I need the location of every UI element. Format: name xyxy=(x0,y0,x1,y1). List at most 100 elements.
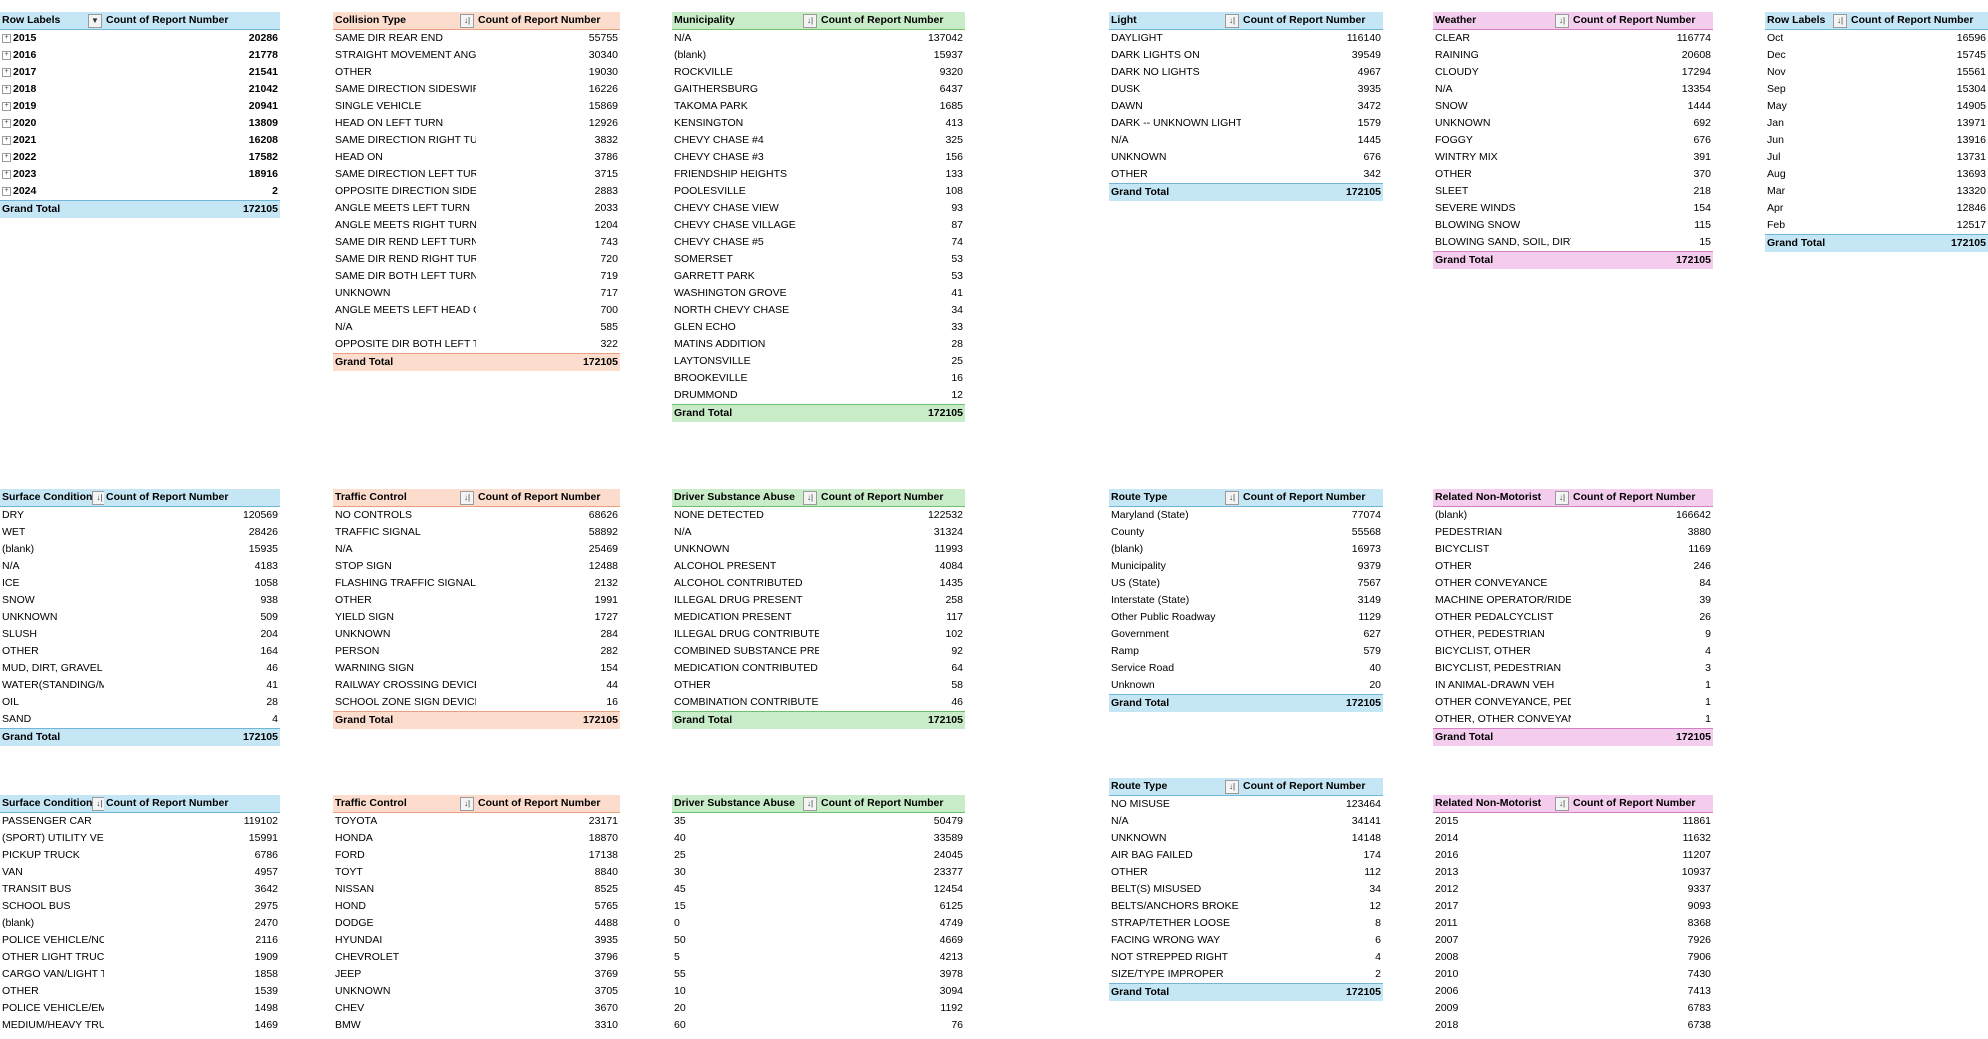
table-row[interactable]: N/A 31324 xyxy=(672,524,965,541)
table-row[interactable]: SAME DIR REAR END 55755 xyxy=(333,30,620,47)
row-labels-header[interactable]: Row Labels ↓| xyxy=(1765,12,1849,29)
expand-plus-icon[interactable]: + xyxy=(2,33,11,43)
table-row[interactable]: BELT(S) MISUSED 34 xyxy=(1109,881,1383,898)
table-row[interactable]: STRAIGHT MOVEMENT ANGLE 30340 xyxy=(333,47,620,64)
table-row[interactable]: SOMERSET 53 xyxy=(672,251,965,268)
table-row[interactable]: OTHER 112 xyxy=(1109,864,1383,881)
table-row[interactable]: Jan 13971 xyxy=(1765,115,1988,132)
row-labels-header[interactable]: Surface Condition ↓| xyxy=(0,489,104,506)
filter-dropdown-icon[interactable]: ↓| xyxy=(803,490,817,505)
table-row[interactable]: Government 627 xyxy=(1109,626,1383,643)
table-row[interactable]: 15 6125 xyxy=(672,898,965,915)
table-row[interactable]: SLUSH 204 xyxy=(0,626,280,643)
table-row[interactable]: NOT STREPPED RIGHT 4 xyxy=(1109,949,1383,966)
table-row[interactable]: BICYCLIST, PEDESTRIAN 3 xyxy=(1433,660,1713,677)
table-row[interactable]: ANGLE MEETS LEFT HEAD ON 700 xyxy=(333,302,620,319)
table-row[interactable]: ICE 1058 xyxy=(0,575,280,592)
table-row[interactable]: OTHER PEDALCYCLIST 26 xyxy=(1433,609,1713,626)
table-row[interactable]: LAYTONSVILLE 25 xyxy=(672,353,965,370)
table-row[interactable]: 30 23377 xyxy=(672,864,965,881)
table-row[interactable]: 25 24045 xyxy=(672,847,965,864)
table-row[interactable]: FLASHING TRAFFIC SIGNAL 2132 xyxy=(333,575,620,592)
filter-dropdown-icon[interactable]: ↓| xyxy=(1555,13,1569,28)
table-row[interactable]: SAME DIR REND LEFT TURN 743 xyxy=(333,234,620,251)
table-row[interactable]: SAND 4 xyxy=(0,711,280,728)
table-row[interactable]: GARRETT PARK 53 xyxy=(672,268,965,285)
table-row[interactable]: BMW 3310 xyxy=(333,1017,620,1034)
table-row[interactable]: HONDA 18870 xyxy=(333,830,620,847)
table-row[interactable]: +2017 21541 xyxy=(0,64,280,81)
table-row[interactable]: UNKNOWN 3705 xyxy=(333,983,620,1000)
table-row[interactable]: COMBINED SUBSTANCE PRESENT 92 xyxy=(672,643,965,660)
table-row[interactable]: CLEAR 116774 xyxy=(1433,30,1713,47)
table-row[interactable]: Unknown 20 xyxy=(1109,677,1383,694)
filter-dropdown-icon[interactable]: ↓| xyxy=(1833,13,1847,28)
table-row[interactable]: SIZE/TYPE IMPROPER 2 xyxy=(1109,966,1383,983)
table-row[interactable]: DAYLIGHT 116140 xyxy=(1109,30,1383,47)
table-row[interactable]: May 14905 xyxy=(1765,98,1988,115)
expand-plus-icon[interactable]: + xyxy=(2,186,11,196)
table-row[interactable]: Municipality 9379 xyxy=(1109,558,1383,575)
table-row[interactable]: MEDICATION CONTRIBUTED 64 xyxy=(672,660,965,677)
table-row[interactable]: OPPOSITE DIR BOTH LEFT TURN 322 xyxy=(333,336,620,353)
table-row[interactable]: N/A 34141 xyxy=(1109,813,1383,830)
expand-plus-icon[interactable]: + xyxy=(2,101,11,111)
table-row[interactable]: POOLESVILLE 108 xyxy=(672,183,965,200)
filter-dropdown-icon[interactable]: ↓| xyxy=(1555,796,1569,811)
filter-dropdown-icon[interactable]: ↓| xyxy=(460,796,474,811)
table-row[interactable]: SEVERE WINDS 154 xyxy=(1433,200,1713,217)
table-row[interactable]: Interstate (State) 3149 xyxy=(1109,592,1383,609)
table-row[interactable]: +2024 2 xyxy=(0,183,280,200)
table-row[interactable]: Mar 13320 xyxy=(1765,183,1988,200)
table-row[interactable]: OIL 28 xyxy=(0,694,280,711)
table-row[interactable]: WARNING SIGN 154 xyxy=(333,660,620,677)
table-row[interactable]: KENSINGTON 413 xyxy=(672,115,965,132)
table-row[interactable]: 2011 8368 xyxy=(1433,915,1713,932)
filter-dropdown-icon[interactable]: ↓| xyxy=(803,13,817,28)
table-row[interactable]: Jul 13731 xyxy=(1765,149,1988,166)
row-labels-header[interactable]: Related Non-Motorist ↓| xyxy=(1433,489,1571,506)
table-row[interactable]: Jun 13916 xyxy=(1765,132,1988,149)
table-row[interactable]: 2010 7430 xyxy=(1433,966,1713,983)
table-row[interactable]: 55 3978 xyxy=(672,966,965,983)
table-row[interactable]: OTHER, OTHER CONVEYANCE 1 xyxy=(1433,711,1713,728)
table-row[interactable]: N/A 13354 xyxy=(1433,81,1713,98)
table-row[interactable]: NONE DETECTED 122532 xyxy=(672,507,965,524)
table-row[interactable]: SLEET 218 xyxy=(1433,183,1713,200)
table-row[interactable]: DARK -- UNKNOWN LIGHTING 1579 xyxy=(1109,115,1383,132)
table-row[interactable]: HEAD ON LEFT TURN 12926 xyxy=(333,115,620,132)
filter-dropdown-icon[interactable]: ↓| xyxy=(1225,490,1239,505)
table-row[interactable]: Dec 15745 xyxy=(1765,47,1988,64)
table-row[interactable]: RAINING 20608 xyxy=(1433,47,1713,64)
table-row[interactable]: CHEVY CHASE #3 156 xyxy=(672,149,965,166)
filter-dropdown-icon[interactable]: ↓| xyxy=(803,796,817,811)
table-row[interactable]: POLICE VEHICLE/NON EMERGENCY 2116 xyxy=(0,932,280,949)
row-labels-header[interactable]: Light ↓| xyxy=(1109,12,1241,29)
table-row[interactable]: +2023 18916 xyxy=(0,166,280,183)
table-row[interactable]: ALCOHOL CONTRIBUTED 1435 xyxy=(672,575,965,592)
table-row[interactable]: BLOWING SAND, SOIL, DIRT 15 xyxy=(1433,234,1713,251)
filter-dropdown-icon[interactable]: ↓| xyxy=(460,490,474,505)
table-row[interactable]: UNKNOWN 717 xyxy=(333,285,620,302)
table-row[interactable]: Nov 15561 xyxy=(1765,64,1988,81)
table-row[interactable]: 40 33589 xyxy=(672,830,965,847)
table-row[interactable]: SAME DIR BOTH LEFT TURN 719 xyxy=(333,268,620,285)
table-row[interactable]: 35 50479 xyxy=(672,813,965,830)
expand-plus-icon[interactable]: + xyxy=(2,118,11,128)
row-labels-header[interactable]: Row Labels ▼ xyxy=(0,12,104,29)
table-row[interactable]: +2019 20941 xyxy=(0,98,280,115)
table-row[interactable]: NO CONTROLS 68626 xyxy=(333,507,620,524)
table-row[interactable]: NISSAN 8525 xyxy=(333,881,620,898)
table-row[interactable]: 2018 6738 xyxy=(1433,1017,1713,1034)
table-row[interactable]: UNKNOWN 692 xyxy=(1433,115,1713,132)
table-row[interactable]: 2008 7906 xyxy=(1433,949,1713,966)
table-row[interactable]: DARK NO LIGHTS 4967 xyxy=(1109,64,1383,81)
expand-plus-icon[interactable]: + xyxy=(2,135,11,145)
table-row[interactable]: OTHER 342 xyxy=(1109,166,1383,183)
table-row[interactable]: +2018 21042 xyxy=(0,81,280,98)
table-row[interactable]: N/A 585 xyxy=(333,319,620,336)
filter-dropdown-icon[interactable]: ↓| xyxy=(1225,779,1239,794)
table-row[interactable]: FRIENDSHIP HEIGHTS 133 xyxy=(672,166,965,183)
table-row[interactable]: IN ANIMAL-DRAWN VEH 1 xyxy=(1433,677,1713,694)
table-row[interactable]: CLOUDY 17294 xyxy=(1433,64,1713,81)
